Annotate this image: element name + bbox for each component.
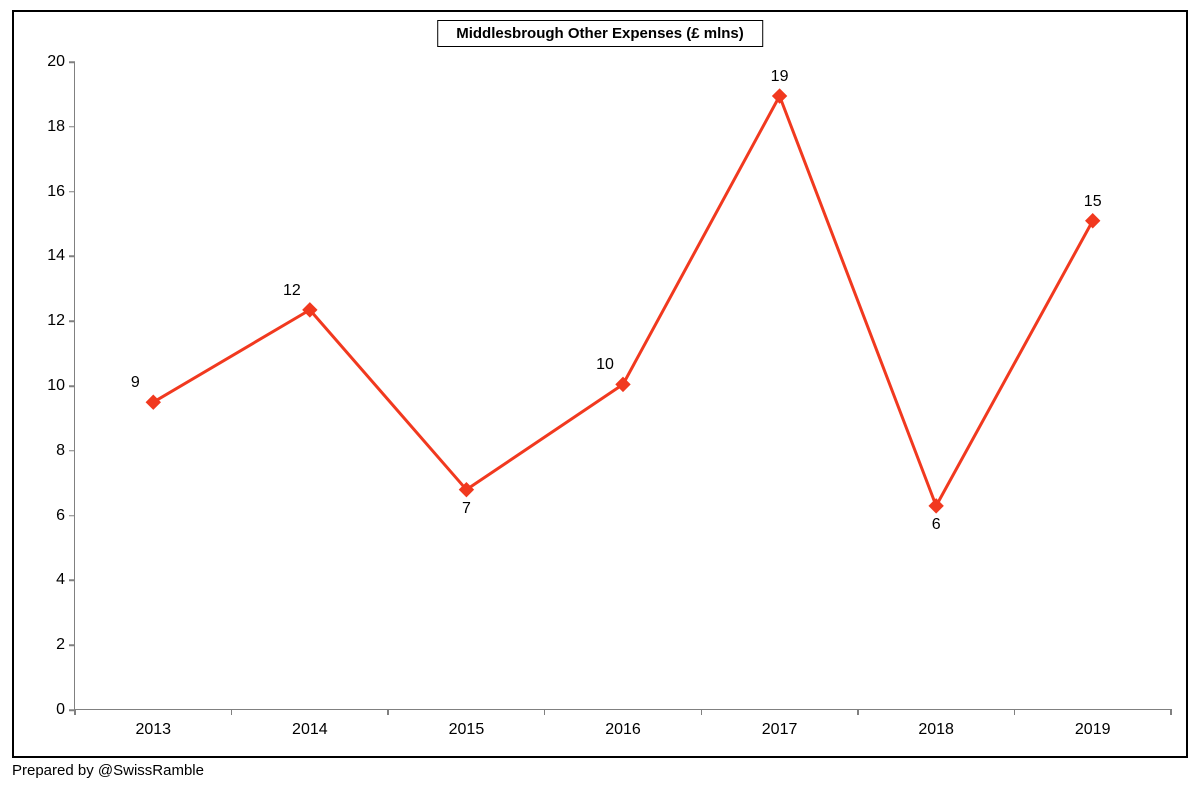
x-axis-tick	[74, 709, 76, 715]
y-axis-tick	[69, 126, 75, 128]
x-axis-tick	[857, 709, 859, 715]
y-axis-tick	[69, 515, 75, 517]
data-point-label: 12	[283, 282, 301, 300]
y-axis-tick	[69, 191, 75, 193]
line-series	[75, 62, 1171, 710]
series-marker	[146, 395, 160, 409]
x-axis-label: 2019	[1075, 721, 1111, 739]
y-axis-tick	[69, 256, 75, 258]
plot-area: 0246810121416182020132014201520162017201…	[74, 62, 1170, 710]
x-axis-label: 2013	[135, 721, 171, 739]
y-axis-tick	[69, 385, 75, 387]
chart-frame: Middlesbrough Other Expenses (£ mlns) 02…	[12, 10, 1188, 758]
series-marker	[773, 89, 787, 103]
data-point-label: 7	[462, 500, 471, 518]
y-axis-tick	[69, 61, 75, 63]
series-line	[153, 96, 1092, 506]
x-axis-tick	[231, 709, 233, 715]
x-axis-label: 2014	[292, 721, 328, 739]
data-point-label: 19	[771, 68, 789, 86]
chart-container: Middlesbrough Other Expenses (£ mlns) 02…	[0, 0, 1200, 793]
x-axis-label: 2018	[918, 721, 954, 739]
x-axis-label: 2017	[762, 721, 798, 739]
y-axis-tick	[69, 450, 75, 452]
y-axis-tick	[69, 580, 75, 582]
x-axis-label: 2016	[605, 721, 641, 739]
series-marker	[929, 499, 943, 513]
footer-credit: Prepared by @SwissRamble	[12, 762, 204, 779]
x-axis-tick	[544, 709, 546, 715]
x-axis-tick	[1014, 709, 1016, 715]
x-axis-label: 2015	[449, 721, 485, 739]
x-axis-tick	[701, 709, 703, 715]
series-marker	[1086, 214, 1100, 228]
chart-title: Middlesbrough Other Expenses (£ mlns)	[437, 20, 763, 47]
data-point-label: 15	[1084, 193, 1102, 211]
y-axis-tick	[69, 644, 75, 646]
x-axis-tick	[387, 709, 389, 715]
y-axis-tick	[69, 320, 75, 322]
data-point-label: 9	[131, 374, 140, 392]
x-axis-tick	[1170, 709, 1172, 715]
data-point-label: 10	[596, 356, 614, 374]
data-point-label: 6	[932, 516, 941, 534]
